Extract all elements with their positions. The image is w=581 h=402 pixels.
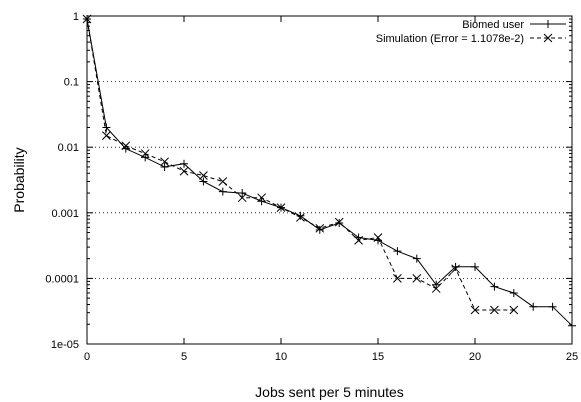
data-point — [237, 193, 247, 203]
data-point — [529, 302, 538, 311]
x-tick-label: 5 — [181, 351, 187, 363]
y-axis-title: Probability — [11, 147, 27, 212]
data-point — [160, 162, 169, 171]
data-point — [568, 321, 576, 330]
series-simulation — [82, 14, 519, 315]
data-point — [257, 197, 266, 206]
data-point — [238, 189, 247, 198]
data-point — [218, 187, 227, 196]
data-point — [218, 177, 228, 186]
y-tick-label: 0.001 — [51, 208, 79, 220]
data-point — [412, 254, 421, 263]
data-point — [373, 233, 383, 242]
y-tick-label: 0.01 — [58, 142, 79, 154]
x-tick-label: 10 — [275, 351, 287, 363]
data-point — [432, 280, 441, 289]
data-point — [509, 305, 519, 315]
data-point — [431, 284, 441, 293]
gridlines — [87, 81, 572, 279]
data-point — [490, 282, 499, 291]
data-point — [509, 288, 518, 297]
data-point — [276, 203, 286, 212]
data-point — [412, 274, 422, 283]
data-point — [296, 211, 305, 220]
data-point — [548, 302, 557, 311]
data-point — [121, 141, 131, 151]
y-tick-label: 1 — [73, 11, 79, 23]
data-point — [160, 157, 169, 167]
plot-frame — [86, 15, 573, 345]
data-point — [393, 247, 402, 256]
y-tick-label: 0.1 — [64, 77, 79, 89]
x-axis-title: Jobs sent per 5 minutes — [255, 384, 404, 400]
data-point — [451, 264, 460, 274]
data-point — [315, 225, 324, 234]
data-point — [470, 305, 480, 315]
legend-label: Simulation (Error = 1.1078e-2) — [376, 33, 524, 45]
data-point — [257, 193, 266, 203]
data-point — [141, 153, 150, 162]
data-point — [490, 305, 499, 315]
series-layer — [82, 14, 576, 330]
x-tick-label: 15 — [372, 351, 384, 363]
y-tick-label: 1e-05 — [51, 339, 79, 351]
data-point — [102, 131, 111, 141]
legend: Biomed user Simulation (Error = 1.1078e-2… — [376, 19, 566, 45]
data-point — [82, 14, 92, 24]
data-point — [471, 262, 479, 271]
y-tick-label: 0.0001 — [45, 273, 79, 285]
data-point — [334, 217, 344, 227]
data-point — [199, 171, 208, 180]
data-point — [180, 159, 188, 168]
data-point — [315, 223, 325, 233]
series-line — [86, 18, 573, 327]
data-point — [140, 149, 150, 158]
legend-marker — [544, 20, 552, 28]
data-point — [296, 213, 305, 222]
data-point — [199, 177, 208, 186]
x-tick-label: 20 — [469, 351, 481, 363]
legend-label: Biomed user — [462, 19, 524, 31]
axis-ticks: 1 0.1 0.01 0.001 0.0001 1e-05 0 5 10 15 20 25 — [45, 11, 578, 363]
series-line — [86, 18, 514, 311]
x-tick-label: 25 — [566, 351, 578, 363]
data-point — [179, 166, 189, 176]
data-point — [102, 123, 111, 132]
series-biomed-user — [83, 15, 576, 330]
x-tick-label: 0 — [84, 351, 90, 363]
legend-marker — [543, 33, 553, 43]
data-point — [393, 274, 402, 283]
data-point — [354, 236, 363, 245]
